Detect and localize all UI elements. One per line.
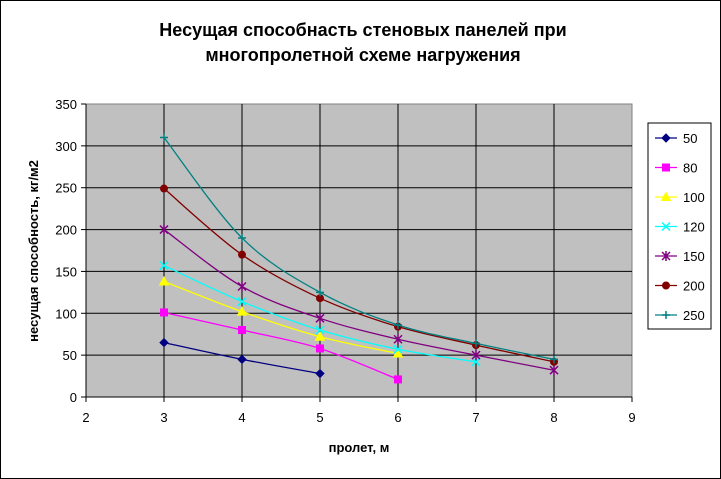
data-point-120: [393, 344, 403, 354]
data-point-250: [160, 133, 168, 142]
x-tick-label: 5: [316, 410, 323, 425]
data-point-100: [314, 331, 326, 341]
data-point-100: [158, 275, 170, 286]
legend-label: 100: [683, 190, 705, 205]
data-point-250: [316, 288, 324, 297]
y-tick-label: 50: [63, 348, 77, 363]
series-line-150: [163, 229, 555, 371]
y-tick-label: 0: [70, 390, 77, 405]
legend-item-200: 200: [655, 279, 705, 294]
series-line-100: [163, 280, 399, 355]
series-250: [160, 133, 558, 364]
legend-marker: [662, 281, 670, 290]
x-tick-labels: 2 3 4 5 6 7 8 9: [82, 410, 635, 425]
x-tick-label: 9: [628, 410, 635, 425]
series-80: [160, 308, 402, 384]
series-group: [158, 133, 559, 384]
x-tick-label: 3: [160, 410, 167, 425]
series-100: [158, 275, 404, 358]
y-axis-label: несущая способность, кг/м2: [26, 160, 41, 342]
data-point-150: [549, 365, 559, 376]
legend-label: 250: [683, 308, 705, 323]
x-tick-label: 7: [472, 410, 479, 425]
plot-area: [85, 103, 633, 398]
y-tick-label: 150: [55, 264, 77, 279]
data-point-150: [393, 334, 403, 345]
data-point-250: [238, 233, 246, 242]
legend-label: 80: [683, 161, 697, 176]
legend-label: 200: [683, 279, 705, 294]
chart-title-line-2: многопролетной схеме нагружения: [205, 45, 520, 65]
y-tick-label: 300: [55, 139, 77, 154]
axes: [81, 103, 633, 402]
data-point-120: [159, 261, 169, 271]
data-point-100: [392, 347, 404, 358]
data-point-250: [550, 355, 558, 364]
data-point-150: [471, 350, 481, 361]
legend-marker: [661, 221, 671, 232]
y-tick-label: 200: [55, 223, 77, 238]
legend-item-80: 80: [655, 161, 697, 176]
data-point-80: [238, 326, 246, 335]
data-point-150: [237, 281, 247, 292]
x-tick-label: 2: [82, 410, 89, 425]
x-tick-label: 8: [550, 410, 557, 425]
series-50: [159, 337, 325, 379]
legend-item-120: 120: [655, 220, 705, 235]
legend-item-150: 150: [655, 249, 705, 264]
data-point-100: [236, 306, 248, 316]
legend-marker: [660, 191, 672, 201]
legend-item-100: 100: [655, 190, 705, 205]
data-point-80: [316, 344, 324, 353]
data-point-250: [394, 321, 402, 330]
data-point-120: [237, 297, 247, 307]
chart-title-line-1: Несущая способнасть стеновых панелей при: [159, 20, 566, 40]
series-line-80: [163, 311, 399, 381]
data-point-80: [160, 308, 168, 317]
legend-label: 150: [683, 249, 705, 264]
data-point-250: [472, 339, 480, 348]
data-point-200: [160, 184, 168, 193]
data-point-120: [315, 325, 325, 335]
y-tick-label: 350: [55, 97, 77, 112]
legend-marker: [662, 163, 670, 172]
legend: 50 80 100 120 150 200 250: [655, 131, 705, 323]
y-tick-labels: 0 50 100 150 200 250 300 350: [55, 97, 77, 405]
legend-label: 50: [683, 131, 697, 146]
legend-marker: [661, 133, 671, 143]
data-point-50: [315, 368, 325, 379]
data-point-50: [159, 337, 169, 348]
series-150: [159, 224, 559, 376]
data-point-120: [471, 357, 481, 367]
data-point-150: [315, 313, 325, 324]
data-point-150: [159, 224, 169, 235]
y-tick-label: 100: [55, 306, 77, 321]
x-tick-label: 6: [394, 410, 401, 425]
data-point-50: [237, 354, 247, 365]
legend-label: 120: [683, 220, 705, 235]
legend-marker: [662, 311, 670, 319]
x-axis-label: пролет, м: [329, 440, 390, 455]
legend-item-50: 50: [655, 131, 697, 146]
data-point-200: [238, 250, 246, 259]
legend-item-250: 250: [655, 308, 705, 323]
series-120: [159, 261, 481, 367]
legend-marker: [661, 251, 671, 261]
data-point-80: [394, 375, 402, 384]
x-tick-label: 4: [238, 410, 245, 425]
y-tick-label: 250: [55, 181, 77, 196]
